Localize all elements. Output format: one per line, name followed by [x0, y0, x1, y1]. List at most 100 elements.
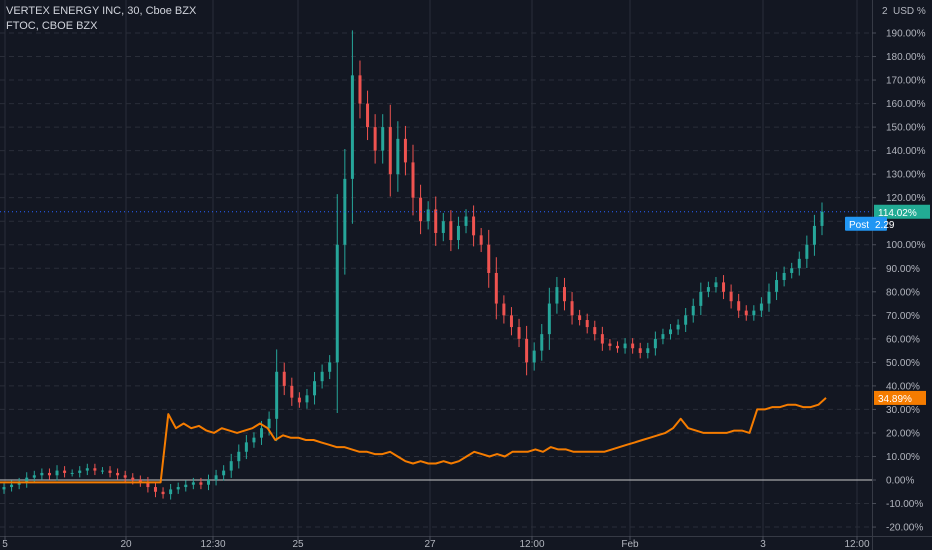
candle-body [502, 303, 506, 316]
candle-body [638, 348, 642, 353]
candle-body [290, 385, 294, 398]
legend-vertex[interactable]: VERTEX ENERGY INC, 30, Cboe BZX [6, 5, 197, 17]
candle-body [305, 395, 309, 403]
candle-body [722, 282, 726, 292]
candle-body [184, 484, 188, 488]
candle-body [10, 484, 14, 488]
candle-body [199, 482, 203, 485]
candle-body [472, 216, 476, 236]
chart-grid [0, 0, 872, 536]
y-tick-label: 140.00% [886, 146, 926, 157]
candle-body [116, 472, 120, 476]
x-tick-label: 12:30 [200, 539, 225, 550]
candle-body [616, 345, 619, 349]
vertex-price-badge [874, 204, 930, 219]
candle-body [161, 491, 165, 495]
candle-body [55, 470, 59, 476]
legend-ftoc[interactable]: FTOC, CBOE BZX [6, 20, 98, 32]
candle-body [237, 451, 241, 462]
candle-body [464, 216, 468, 226]
candle-body [320, 371, 324, 382]
candle-body [70, 472, 74, 474]
candle-body [525, 338, 529, 363]
candle-body [282, 371, 286, 386]
y-tick-fragment: 2 [882, 6, 888, 17]
candle-body [676, 324, 680, 330]
candle-body [411, 162, 415, 198]
candle-body [47, 472, 51, 476]
y-tick-label: 50.00% [886, 358, 920, 369]
y-tick-label: -10.00% [886, 499, 923, 510]
candle-body [108, 470, 112, 473]
candle-body [456, 225, 460, 241]
price-axis[interactable]: 190.00% 180.00% 170.00% 160.00% 150.00% 140.0… [872, 6, 926, 534]
candle-body [797, 258, 801, 269]
candle-body [555, 287, 559, 304]
candle-body [434, 209, 438, 233]
candle-body [17, 482, 21, 485]
ftoc-price-text: 34.89% [878, 394, 912, 405]
candle-body [623, 343, 627, 349]
y-tick-label: 70.00% [886, 311, 920, 322]
candle-body [313, 381, 317, 396]
price-badges: 114.02% Post 2.29 34.89% [845, 204, 930, 405]
x-tick-label: 12:00 [844, 539, 869, 550]
x-tick-label: 20 [120, 539, 132, 550]
y-tick-label: 150.00% [886, 123, 926, 134]
y-tick-label: 180.00% [886, 52, 926, 63]
candle-body [40, 472, 44, 476]
candle-body [426, 209, 430, 222]
candle-body [585, 320, 589, 328]
time-axis[interactable]: 5 20 12:30 25 27 12:00 Feb 3 12:00 [2, 536, 870, 550]
candle-body [176, 487, 180, 490]
y-tick-label: 120.00% [886, 193, 926, 204]
y-tick-label: 30.00% [886, 405, 920, 416]
candle-body [782, 272, 786, 281]
candle-body [540, 334, 544, 351]
candle-body [25, 477, 29, 483]
candle-body [138, 480, 142, 483]
candle-body [646, 348, 650, 353]
candle-body [805, 244, 809, 259]
currency-label: USD % [893, 6, 926, 17]
candle-body [388, 127, 392, 175]
candle-body [419, 197, 423, 222]
candle-body [767, 291, 771, 304]
candle-body [744, 310, 748, 316]
candle-body [297, 397, 301, 403]
candle-body [252, 437, 256, 443]
candle-body [93, 468, 97, 471]
candle-body [600, 334, 604, 344]
candle-body [78, 470, 82, 473]
candle-body [131, 477, 135, 480]
candle-body [509, 315, 513, 328]
candle-body [207, 480, 210, 485]
post-label: Post [849, 220, 869, 231]
candle-body [684, 315, 688, 325]
candle-body [2, 487, 6, 490]
candle-body [775, 280, 779, 292]
post-badge [845, 216, 887, 231]
candle-body [631, 343, 635, 349]
x-tick-label: 25 [292, 539, 304, 550]
candle-body [714, 282, 718, 288]
candle-body [229, 461, 233, 471]
candle-body [487, 244, 491, 273]
ftoc-line [0, 397, 827, 484]
y-tick-label: 10.00% [886, 452, 920, 463]
candle-body [759, 303, 763, 311]
candle-body [441, 221, 445, 233]
chart-legend[interactable]: VERTEX ENERGY INC, 30, Cboe BZX FTOC, CB… [6, 4, 196, 34]
candle-body [706, 287, 710, 292]
candle-body [449, 221, 453, 241]
candle-body [123, 475, 127, 478]
candle-body [381, 127, 385, 151]
candle-body [335, 244, 339, 363]
candle-body [532, 350, 536, 363]
candle-body [653, 338, 657, 349]
x-tick-label: Feb [621, 539, 639, 550]
ftoc-series [0, 397, 827, 484]
y-tick-label: 90.00% [886, 264, 920, 275]
candle-body [661, 334, 665, 339]
